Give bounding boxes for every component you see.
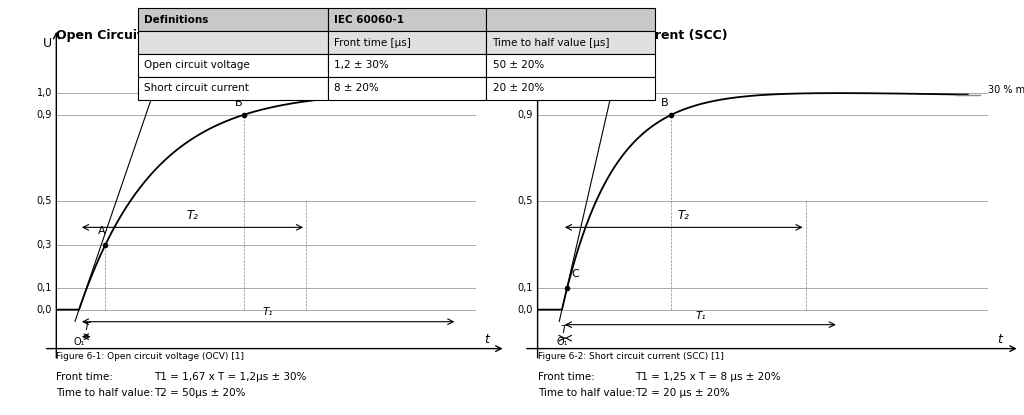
Text: Open Circuit Voltage (OCV): Open Circuit Voltage (OCV): [56, 29, 247, 42]
Text: T₂: T₂: [186, 209, 199, 222]
Text: O₁: O₁: [556, 337, 567, 347]
Text: t: t: [484, 333, 489, 346]
Text: 50 ± 20%: 50 ± 20%: [493, 60, 544, 71]
Text: Short circuit current: Short circuit current: [144, 83, 249, 93]
Text: T₁: T₁: [695, 311, 706, 321]
Bar: [486, 77, 655, 100]
Text: 0,5: 0,5: [37, 196, 52, 206]
Text: I: I: [526, 37, 530, 50]
Text: T2 = 20 µs ± 20%: T2 = 20 µs ± 20%: [635, 388, 730, 398]
Text: Time to half value:: Time to half value:: [56, 388, 154, 398]
Text: t: t: [997, 333, 1002, 346]
Text: B: B: [234, 98, 242, 108]
Text: 0,1: 0,1: [37, 283, 52, 293]
Text: 0,5: 0,5: [517, 196, 534, 206]
Text: T₂: T₂: [678, 209, 690, 222]
Text: 0,1: 0,1: [518, 283, 534, 293]
Bar: [328, 8, 486, 31]
Text: Short Circuit Current (SCC): Short Circuit Current (SCC): [538, 29, 727, 42]
Text: 0,0: 0,0: [518, 305, 534, 315]
Text: Time to half value [µs]: Time to half value [µs]: [493, 37, 610, 48]
Bar: [486, 54, 655, 77]
Text: T2 = 50µs ± 20%: T2 = 50µs ± 20%: [154, 388, 245, 398]
Bar: [486, 31, 655, 54]
Text: Open circuit voltage: Open circuit voltage: [144, 60, 250, 71]
Text: Front time:: Front time:: [538, 372, 595, 382]
Text: 0,9: 0,9: [37, 110, 52, 120]
Text: 1,2 ± 30%: 1,2 ± 30%: [334, 60, 388, 71]
Text: 0,3: 0,3: [37, 240, 52, 250]
Text: 30 % max.: 30 % max.: [988, 85, 1024, 95]
Text: Figure 6-2: Short circuit current (SCC) [1]: Figure 6-2: Short circuit current (SCC) …: [538, 352, 724, 361]
Text: Time to half value:: Time to half value:: [538, 388, 635, 398]
Text: 0,0: 0,0: [37, 305, 52, 315]
Text: O₁: O₁: [74, 337, 85, 347]
Text: T: T: [560, 325, 567, 335]
Bar: [486, 8, 655, 31]
Text: A: A: [98, 226, 105, 236]
Bar: [138, 54, 328, 77]
Text: 0,9: 0,9: [518, 110, 534, 120]
Text: U: U: [43, 37, 52, 50]
Bar: [328, 31, 486, 54]
Text: IEC 60060-1: IEC 60060-1: [334, 15, 403, 25]
Text: T: T: [83, 322, 89, 332]
Text: C: C: [571, 269, 579, 279]
Text: 1,0: 1,0: [518, 88, 534, 98]
Text: T1 = 1,67 x T = 1,2µs ± 30%: T1 = 1,67 x T = 1,2µs ± 30%: [154, 372, 306, 382]
Text: Front time:: Front time:: [56, 372, 114, 382]
Bar: [328, 77, 486, 100]
Text: B: B: [662, 98, 669, 108]
Text: 30 % max.: 30 % max.: [344, 90, 395, 100]
Text: Figure 6-1: Open circuit voltage (OCV) [1]: Figure 6-1: Open circuit voltage (OCV) […: [56, 352, 245, 361]
Text: T₁: T₁: [263, 307, 273, 317]
Bar: [138, 8, 328, 31]
Text: T1 = 1,25 x T = 8 µs ± 20%: T1 = 1,25 x T = 8 µs ± 20%: [635, 372, 780, 382]
Bar: [138, 31, 328, 54]
Text: Definitions: Definitions: [144, 15, 209, 25]
Bar: [328, 54, 486, 77]
Text: 8 ± 20%: 8 ± 20%: [334, 83, 379, 93]
Bar: [138, 77, 328, 100]
Text: Front time [µs]: Front time [µs]: [334, 37, 411, 48]
Text: 1,0: 1,0: [37, 88, 52, 98]
Text: 20 ± 20%: 20 ± 20%: [493, 83, 544, 93]
